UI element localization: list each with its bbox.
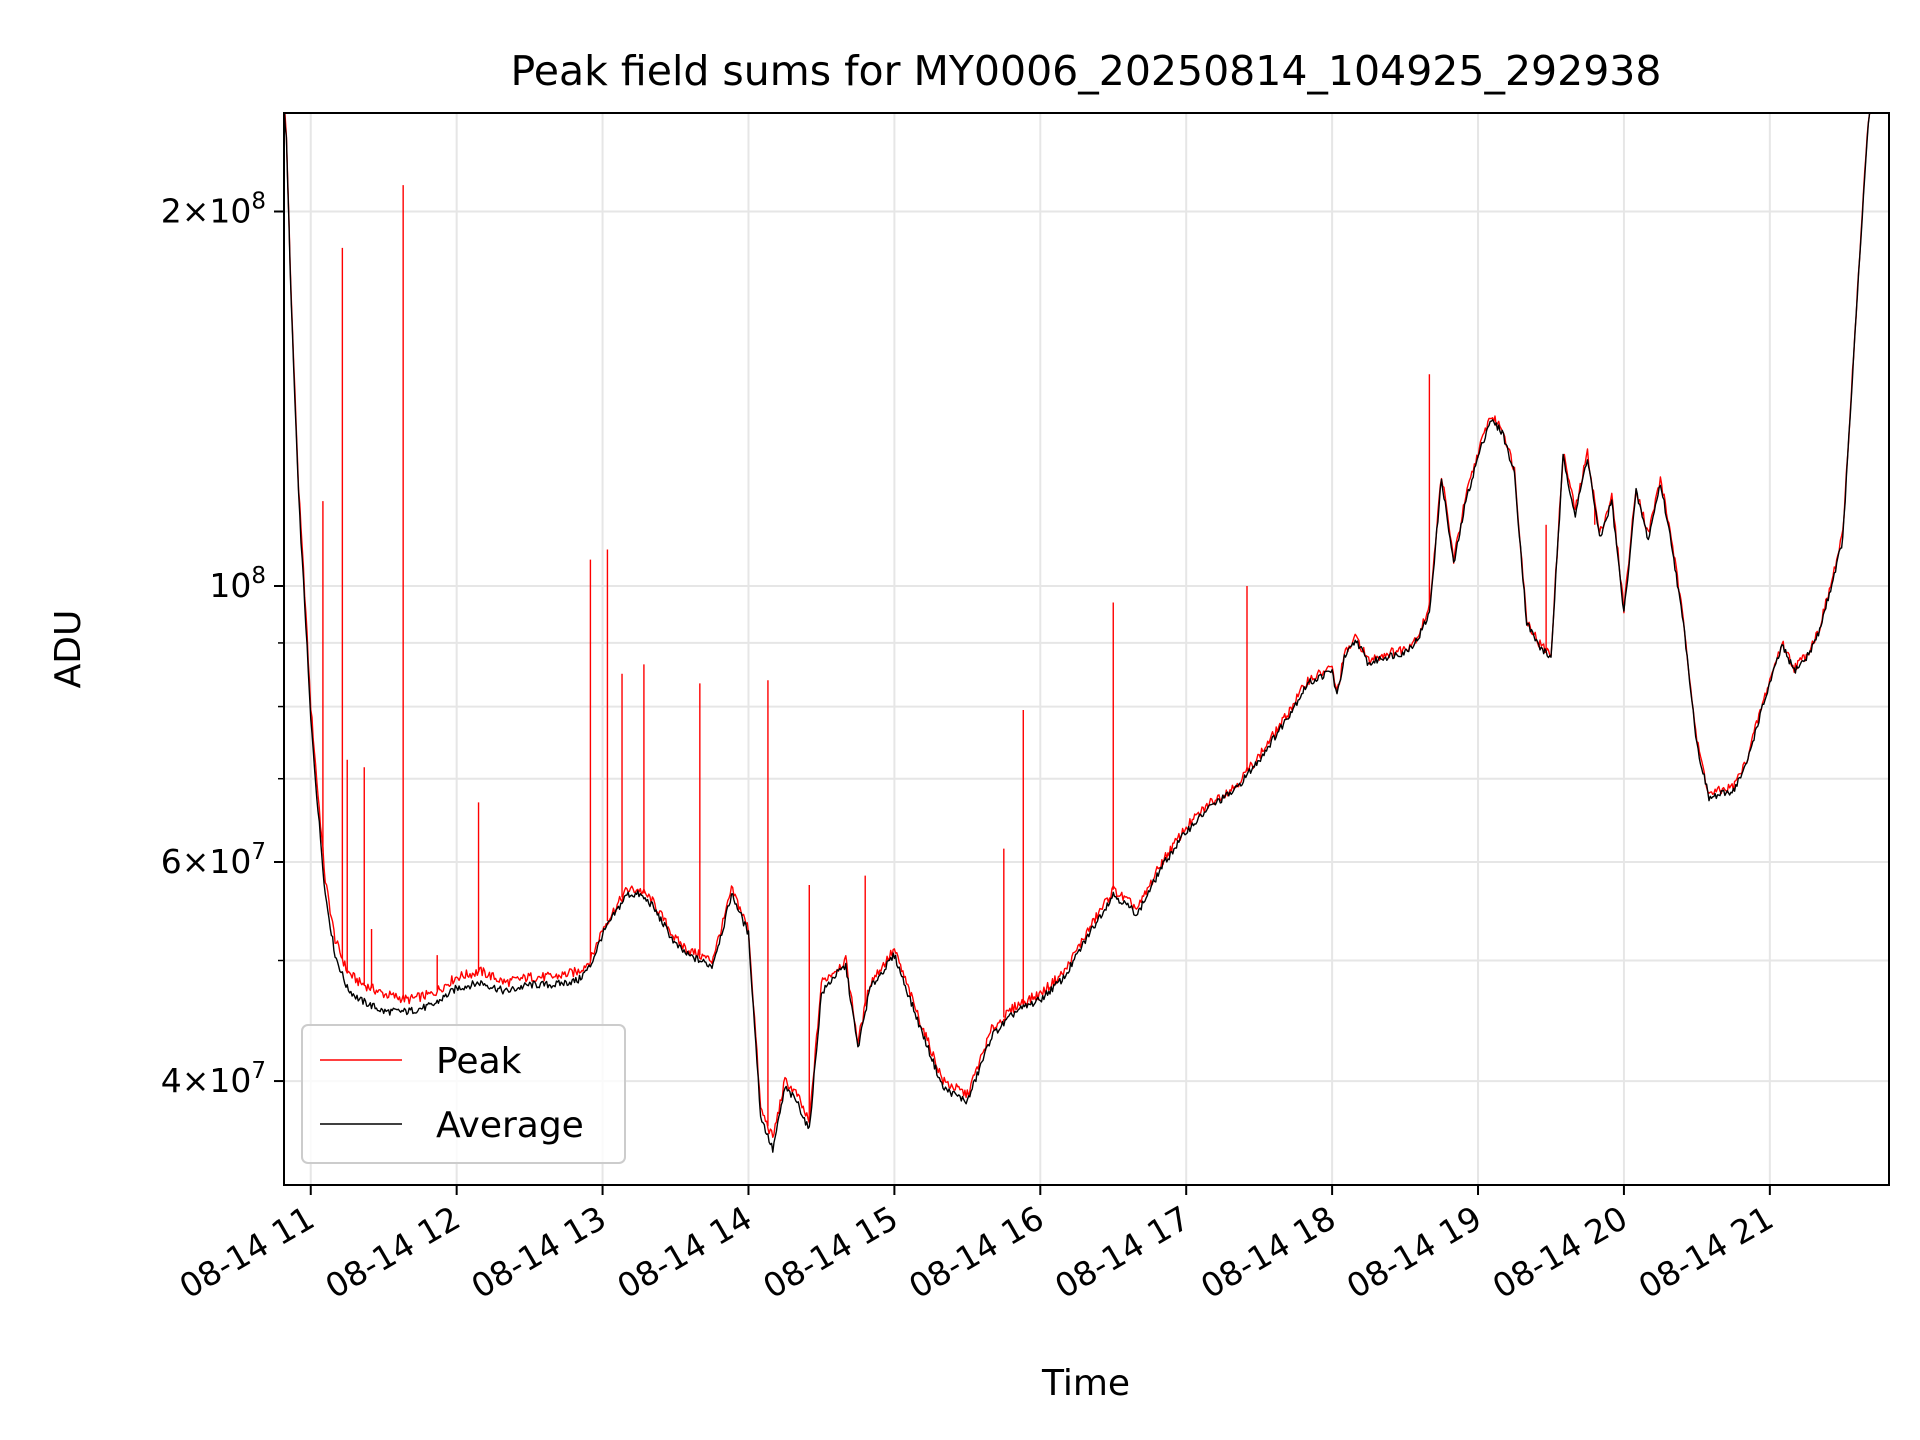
grid: [284, 113, 1889, 1185]
chart-title: Peak field sums for MY0006_20250814_1049…: [511, 47, 1662, 95]
series-layer: [284, 113, 1871, 1153]
y-axis: 4×107 6×107 108 2×108: [161, 189, 284, 1100]
x-axis-label: Time: [1041, 1363, 1130, 1404]
y-tick-label: 108: [209, 563, 266, 605]
average-series-line: [284, 113, 1871, 1153]
legend-average-label: Average: [436, 1105, 584, 1146]
plot-frame: [283, 112, 1890, 1186]
y-axis-label: ADU: [48, 610, 89, 689]
legend: Peak Average: [301, 1024, 626, 1164]
legend-peak-label: Peak: [436, 1041, 522, 1082]
y-tick-label: 4×107: [161, 1058, 266, 1100]
y-tick-label: 2×108: [161, 189, 266, 231]
y-tick-label: 6×107: [161, 839, 266, 881]
